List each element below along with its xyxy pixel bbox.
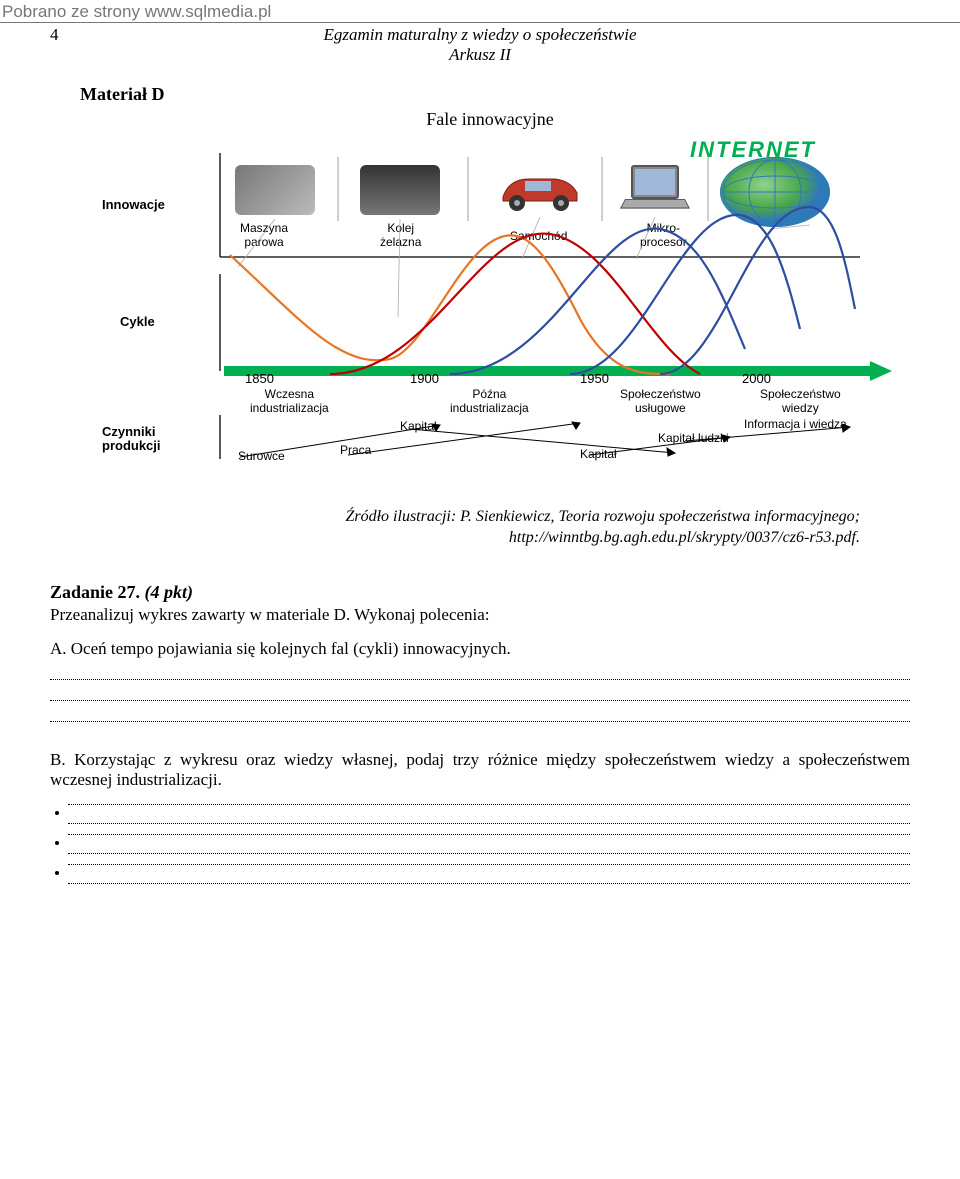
factor-surowce: Surowce <box>238 449 285 463</box>
answer-line <box>68 864 910 865</box>
task-number: Zadanie 27. <box>50 582 140 602</box>
bullet-answer-list <box>50 804 910 884</box>
caption-line2: http://winntbg.bg.agh.edu.pl/skrypty/003… <box>509 529 860 546</box>
year-1900: 1900 <box>410 371 439 386</box>
answer-line <box>68 834 910 835</box>
answer-line <box>68 823 910 824</box>
answer-line <box>50 700 910 701</box>
cycle-uslugowe: Społeczeństwo usługowe <box>620 387 701 415</box>
source-caption: Źródło ilustracji: P. Sienkiewicz, Teori… <box>50 507 860 549</box>
subquestion-b: B. Korzystając z wykresu oraz wiedzy wła… <box>50 750 910 790</box>
waves-svg <box>80 109 900 489</box>
page-header: 4 Egzamin maturalny z wiedzy o społeczeń… <box>50 25 910 66</box>
cycle-wczesna: Wczesna industrializacja <box>250 387 329 415</box>
year-1850: 1850 <box>245 371 274 386</box>
factor-kapital: Kapitał <box>400 419 437 433</box>
watermark-text: Pobrano ze strony www.sqlmedia.pl <box>0 0 960 23</box>
year-1950: 1950 <box>580 371 609 386</box>
answer-line <box>50 721 910 722</box>
material-label: Materiał D <box>80 84 910 105</box>
factor-praca: Praca <box>340 443 371 457</box>
header-line1: Egzamin maturalny z wiedzy o społeczeńst… <box>323 25 636 44</box>
task-body: Przeanalizuj wykres zawarty w materiale … <box>50 605 910 625</box>
cycle-pozna: Późna industrializacja <box>450 387 529 415</box>
cycle-wiedzy: Społeczeństwo wiedzy <box>760 387 841 415</box>
task-points: (4 pkt) <box>145 582 194 602</box>
innovation-waves-chart: Fale innowacyjne INTERNET <box>80 109 900 489</box>
answer-line <box>50 679 910 680</box>
factor-info-wiedza: Informacja i wiedza <box>744 417 847 431</box>
header-line2: Arkusz II <box>449 45 511 64</box>
subquestion-a: A. Oceń tempo pojawiania się kolejnych f… <box>50 639 910 659</box>
page-number: 4 <box>50 25 90 45</box>
answer-line <box>68 853 910 854</box>
factor-kapital2: Kapitał <box>580 447 617 461</box>
task-heading: Zadanie 27. (4 pkt) <box>50 582 910 603</box>
factor-kapital-ludzki: Kapitał ludzki <box>658 431 729 445</box>
bullet-item <box>70 804 910 824</box>
caption-line1: Źródło ilustracji: P. Sienkiewicz, Teori… <box>345 508 860 525</box>
bullet-item <box>70 834 910 854</box>
answer-line <box>68 804 910 805</box>
bullet-item <box>70 864 910 884</box>
answer-line <box>68 883 910 884</box>
year-2000: 2000 <box>742 371 771 386</box>
